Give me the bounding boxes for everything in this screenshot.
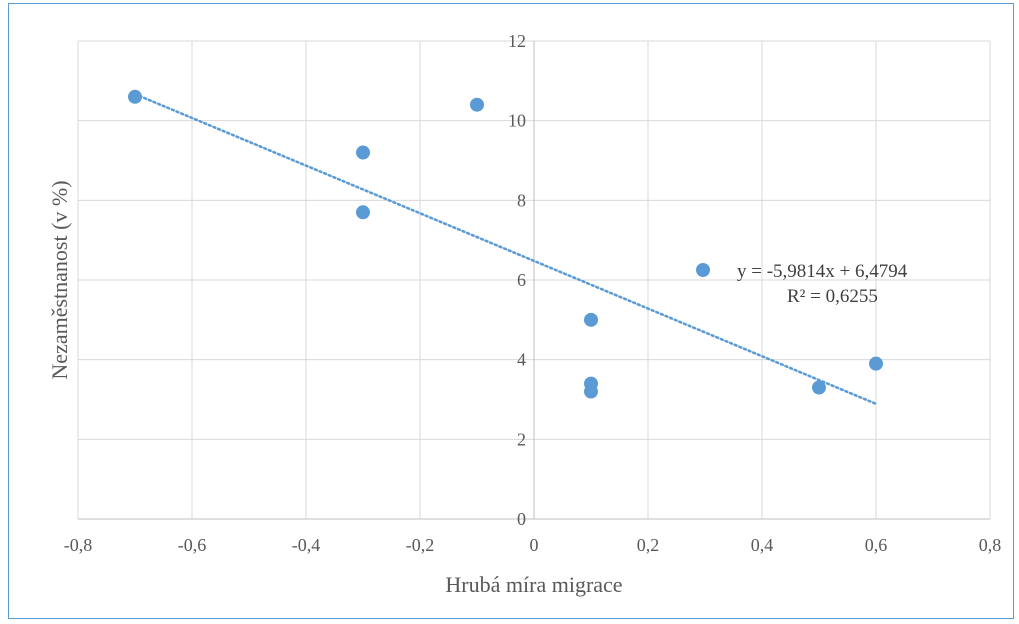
x-tick-label: -0,4 <box>292 535 321 555</box>
y-tick-label: 0 <box>517 509 526 529</box>
x-tick-label: -0,6 <box>178 535 207 555</box>
legend-marker <box>696 263 710 277</box>
y-tick-label: 10 <box>508 111 526 131</box>
x-axis-title: Hrubá míra migrace <box>445 572 622 597</box>
data-point <box>584 312 598 327</box>
x-tick-label: -0,2 <box>406 535 435 555</box>
x-tick-label: 0 <box>530 535 539 555</box>
data-point <box>128 89 142 104</box>
x-tick-label: 0,2 <box>637 535 660 555</box>
chart-frame <box>8 3 1014 619</box>
y-tick-label: 12 <box>508 31 526 51</box>
trendline <box>133 92 878 406</box>
data-points <box>128 89 883 399</box>
y-tick-labels: 0 2 4 6 8 10 12 <box>508 31 526 529</box>
trendline-group <box>133 92 878 406</box>
x-tick-label: 0,8 <box>979 535 1002 555</box>
x-tick-label: -0,8 <box>64 535 93 555</box>
legend: y = -5,9814x + 6,4794 R² = 0,6255 <box>696 261 908 307</box>
y-tick-label: 2 <box>517 429 526 449</box>
y-tick-label: 8 <box>517 190 526 210</box>
axes <box>78 41 990 520</box>
data-point <box>356 205 370 220</box>
y-axis-title: Nezaměstnanost (v %) <box>47 180 72 379</box>
y-tick-label: 6 <box>517 270 526 290</box>
trendline-r2: R² = 0,6255 <box>787 286 878 307</box>
x-tick-label: 0,6 <box>865 535 888 555</box>
data-point <box>356 145 370 160</box>
data-point <box>869 356 883 371</box>
trendline-equation: y = -5,9814x + 6,4794 <box>737 261 908 282</box>
data-point <box>812 380 826 395</box>
x-tick-label: 0,4 <box>751 535 774 555</box>
y-tick-label: 4 <box>517 350 526 370</box>
data-point <box>470 97 484 112</box>
data-point <box>584 384 598 399</box>
x-tick-labels: -0,8 -0,6 -0,4 -0,2 0 0,2 0,4 0,6 0,8 <box>64 535 1002 555</box>
